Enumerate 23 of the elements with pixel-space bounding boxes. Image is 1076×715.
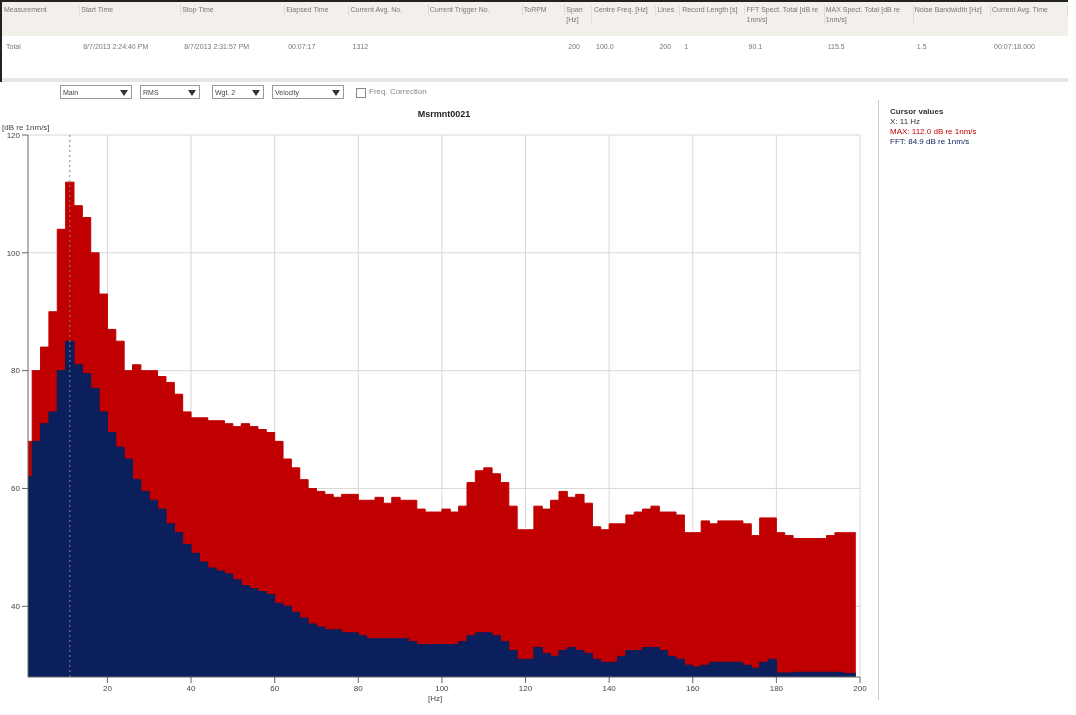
y-tick-label: 40 xyxy=(11,602,21,612)
text: MAX: 112.0 dB re 1nm/s xyxy=(890,127,977,136)
text: Freq. Correction xyxy=(369,87,427,96)
chart-title: Msrmnt0021 xyxy=(416,109,472,119)
text: FFT: 84.9 dB re 1nm/s xyxy=(890,137,970,146)
x-tick-label: 40 xyxy=(186,683,197,693)
x-tick-label: 80 xyxy=(353,683,364,693)
x-axis-title: [Hz] xyxy=(428,694,443,703)
y-tick-label: 80 xyxy=(11,366,21,376)
x-tick-label: 120 xyxy=(518,683,533,693)
y-tick-label: 100 xyxy=(6,248,21,258)
x-tick-label: 20 xyxy=(102,683,113,693)
y-tick-label: 60 xyxy=(11,484,21,494)
x-tick-label: 60 xyxy=(270,683,280,693)
y-tick-label: 120 xyxy=(6,130,21,140)
x-tick-label: 160 xyxy=(686,683,700,693)
x-tick-label: 200 xyxy=(853,683,868,693)
text: Cursor values xyxy=(890,107,944,116)
text: X: 11 Hz xyxy=(890,117,921,126)
x-tick-label: 100 xyxy=(435,683,450,693)
y-axis-title: [dB re 1nm/s] xyxy=(2,123,50,132)
x-tick-label: 180 xyxy=(769,683,784,693)
x-tick-label: 140 xyxy=(602,683,617,693)
